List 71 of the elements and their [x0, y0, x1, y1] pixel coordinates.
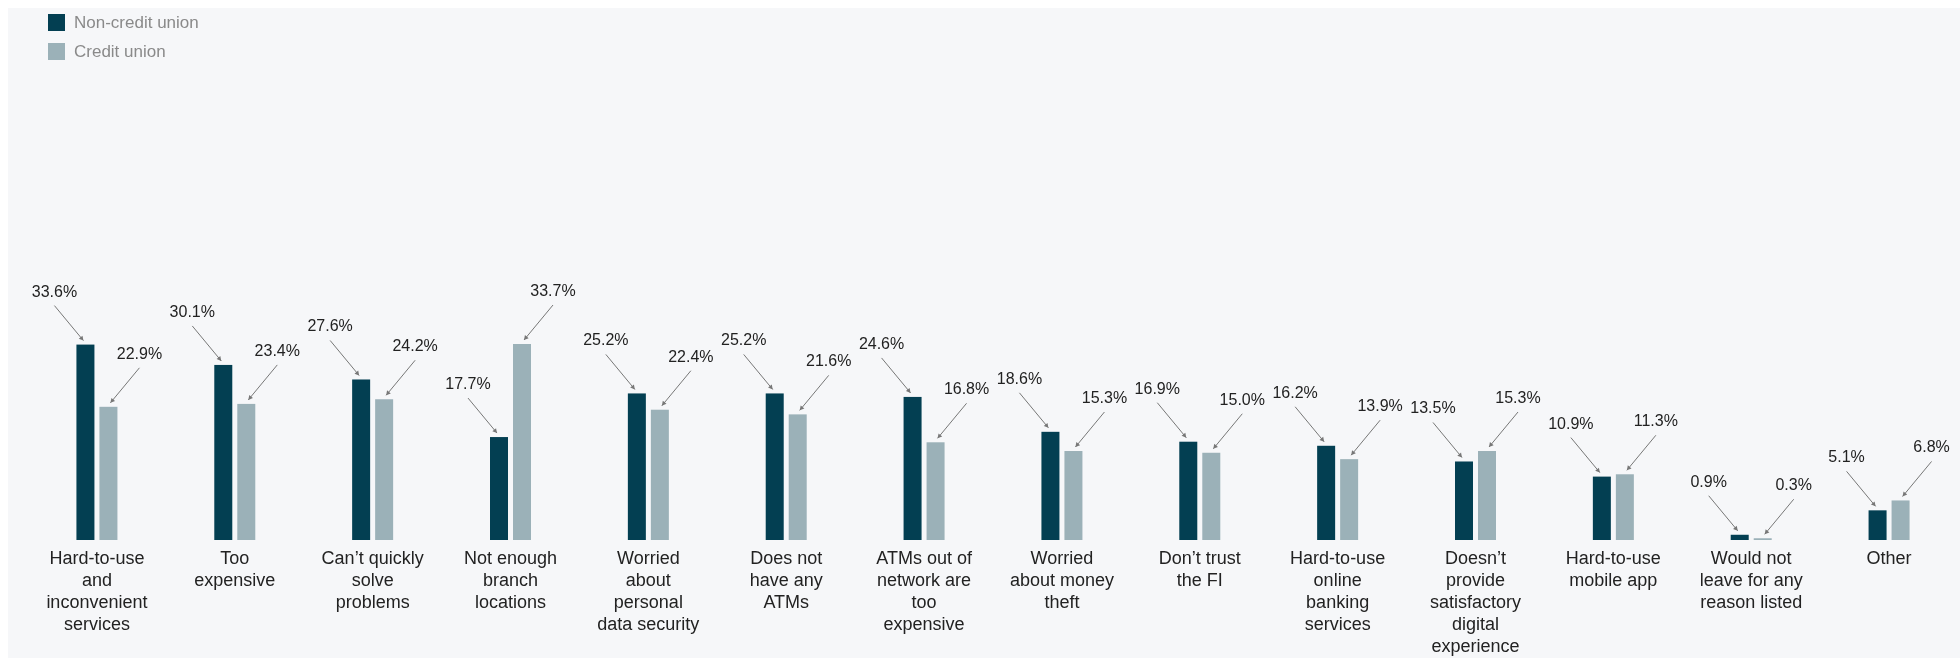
data-label: 25.2% [721, 331, 767, 349]
data-label: 15.3% [1081, 389, 1128, 407]
data-label: 21.6% [806, 352, 852, 370]
bar [76, 344, 95, 540]
bar [1041, 431, 1060, 540]
bar [1340, 459, 1359, 540]
bar [375, 399, 394, 540]
data-label: 25.2% [583, 331, 629, 349]
data-label: 10.9% [1548, 414, 1594, 432]
x-tick-label: Don’t trust the FI [1158, 548, 1241, 590]
bar [1455, 461, 1473, 540]
bar [926, 442, 945, 540]
data-label: 16.2% [1272, 383, 1318, 401]
data-label: 11.3% [1633, 412, 1678, 430]
bar [1615, 474, 1634, 540]
bar [1317, 445, 1336, 540]
bar [1064, 451, 1083, 540]
bar [99, 406, 118, 540]
legend-label: Credit union [74, 42, 166, 61]
data-label: 27.6% [307, 317, 353, 335]
data-label: 30.1% [169, 302, 215, 320]
bar [1592, 476, 1611, 540]
data-label: 0.3% [1775, 476, 1812, 494]
x-tick-label: Doesn’t provide satisfactory digital experience [1429, 548, 1522, 656]
bar [1730, 534, 1749, 540]
x-tick-label: Worried about personal data security [597, 548, 700, 634]
legend-label: Non-credit union [74, 13, 199, 32]
bar [903, 396, 922, 540]
x-tick-label: Hard-to-use mobile app [1565, 548, 1661, 590]
bar [1868, 510, 1887, 540]
data-label: 6.8% [1913, 438, 1950, 456]
x-tick-label: Worried about money theft [1009, 548, 1114, 612]
x-tick-label: Can’t quickly solve problems [321, 548, 424, 612]
bar [513, 344, 531, 540]
bar [490, 437, 508, 540]
bar [650, 409, 669, 540]
bar [352, 379, 371, 540]
data-label: 16.9% [1134, 379, 1180, 397]
bar [237, 403, 256, 540]
data-label: 13.9% [1357, 397, 1403, 415]
x-tick-label: Hard-to-use online banking services [1290, 548, 1386, 634]
x-tick-label: Would not leave for any reason listed [1699, 548, 1803, 612]
data-label: 24.2% [392, 337, 438, 355]
data-label: 15.3% [1495, 389, 1541, 407]
data-label: 33.6% [31, 282, 78, 300]
data-label: 13.5% [1410, 399, 1456, 417]
data-label: 23.4% [254, 341, 300, 359]
bar [788, 414, 807, 540]
data-label: 18.6% [996, 369, 1043, 387]
data-label: 17.7% [445, 375, 491, 393]
bar [1202, 452, 1221, 540]
x-tick-label: Does not have any ATMs [749, 548, 823, 612]
x-tick-label: Other [1866, 548, 1912, 568]
x-tick-label: Too expensive [194, 548, 276, 590]
bar [1478, 451, 1496, 540]
data-label: 22.4% [668, 347, 714, 365]
bar [627, 393, 646, 540]
bar [214, 364, 233, 540]
data-label: 24.6% [858, 334, 905, 352]
data-label: 5.1% [1828, 448, 1865, 466]
bar [1179, 441, 1198, 540]
x-tick-label: ATMs out of network are too expensive [876, 548, 973, 634]
data-label: 0.9% [1690, 472, 1727, 490]
x-tick-label: Not enough branch locations [463, 548, 558, 612]
data-label: 16.8% [943, 380, 990, 398]
bar [765, 393, 784, 540]
data-label: 33.7% [530, 282, 576, 299]
data-label: 22.9% [116, 344, 163, 362]
x-tick-label: Hard-to-use and inconvenient services [46, 548, 148, 634]
data-label: 15.0% [1219, 390, 1265, 408]
bar [1891, 500, 1910, 540]
